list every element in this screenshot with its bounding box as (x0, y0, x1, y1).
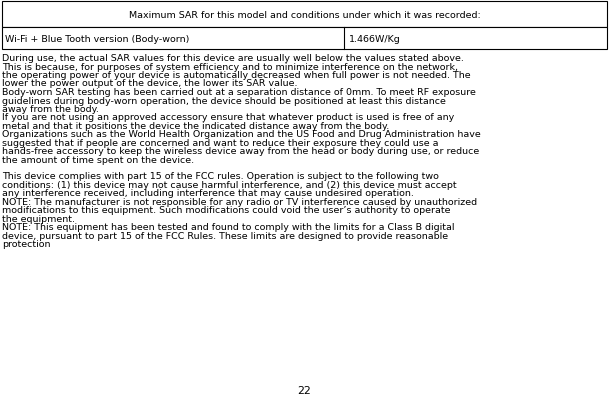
Text: Body-worn SAR testing has been carried out at a separation distance of 0mm. To m: Body-worn SAR testing has been carried o… (2, 88, 476, 97)
Text: the equipment.: the equipment. (2, 214, 75, 223)
Text: During use, the actual SAR values for this device are usually well below the val: During use, the actual SAR values for th… (2, 54, 464, 63)
Text: Wi-Fi + Blue Tooth version (Body-worn): Wi-Fi + Blue Tooth version (Body-worn) (5, 34, 189, 43)
Text: Organizations such as the World Health Organization and the US Food and Drug Adm: Organizations such as the World Health O… (2, 130, 481, 139)
Text: lower the power output of the device, the lower its SAR value.: lower the power output of the device, th… (2, 79, 298, 88)
Text: This device complies with part 15 of the FCC rules. Operation is subject to the : This device complies with part 15 of the… (2, 172, 439, 181)
Text: NOTE: This equipment has been tested and found to comply with the limits for a C: NOTE: This equipment has been tested and… (2, 223, 454, 231)
Text: any interference received, including interference that may cause undesired opera: any interference received, including int… (2, 189, 414, 198)
Text: away from the body.: away from the body. (2, 105, 99, 114)
Text: protection: protection (2, 239, 51, 249)
Text: the operating power of your device is automatically decreased when full power is: the operating power of your device is au… (2, 71, 471, 80)
Text: Maximum SAR for this model and conditions under which it was recorded:: Maximum SAR for this model and condition… (128, 10, 481, 20)
Text: NOTE: The manufacturer is not responsible for any radio or TV interference cause: NOTE: The manufacturer is not responsibl… (2, 197, 477, 206)
Text: metal and that it positions the device the indicated distance away from the body: metal and that it positions the device t… (2, 122, 389, 131)
Text: This is because, for purposes of system efficiency and to minimize interference : This is because, for purposes of system … (2, 62, 458, 71)
Text: conditions: (1) this device may not cause harmful interference, and (2) this dev: conditions: (1) this device may not caus… (2, 180, 457, 189)
Text: guidelines during body-worn operation, the device should be positioned at least : guidelines during body-worn operation, t… (2, 96, 446, 105)
Bar (2, 28, 607, 50)
Text: suggested that if people are concerned and want to reduce their exposure they co: suggested that if people are concerned a… (2, 139, 438, 148)
Text: If you are not using an approved accessory ensure that whatever product is used : If you are not using an approved accesso… (2, 113, 454, 122)
Text: modifications to this equipment. Such modifications could void the user’s author: modifications to this equipment. Such mo… (2, 206, 451, 215)
Text: the amount of time spent on the device.: the amount of time spent on the device. (2, 156, 194, 164)
Bar (2, 2, 607, 28)
Text: 22: 22 (298, 385, 311, 395)
Text: device, pursuant to part 15 of the FCC Rules. These limits are designed to provi: device, pursuant to part 15 of the FCC R… (2, 231, 448, 240)
Text: hands-free accessory to keep the wireless device away from the head or body duri: hands-free accessory to keep the wireles… (2, 147, 479, 156)
Text: 1.466W/Kg: 1.466W/Kg (349, 34, 401, 43)
